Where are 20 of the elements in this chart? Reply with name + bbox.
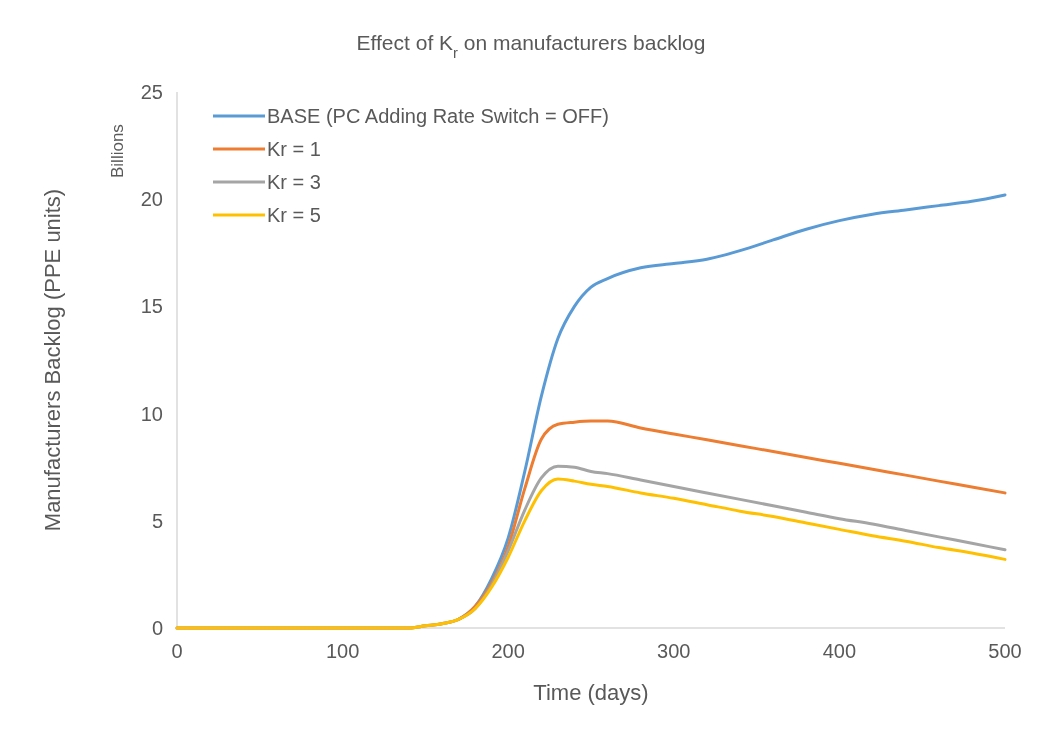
y-axis-title: Manufacturers Backlog (PPE units) xyxy=(40,188,65,532)
x-axis-title: Time (days) xyxy=(533,680,649,705)
x-tick-label: 400 xyxy=(822,640,857,662)
x-tick-label: 200 xyxy=(491,640,525,662)
y-tick-label: 25 xyxy=(140,81,163,103)
legend-label: Kr = 1 xyxy=(267,138,321,160)
legend-label: Kr = 3 xyxy=(267,171,321,193)
y-tick-label: 20 xyxy=(140,188,163,211)
y-tick-label: 0 xyxy=(151,617,163,639)
y-tick-label: 5 xyxy=(151,509,163,532)
x-tick-label: 100 xyxy=(325,640,360,662)
chart-title: Effect of K$_{r}$ on manufacturers backlog xyxy=(356,31,706,61)
legend-label: BASE (PC Adding Rate Switch = OFF) xyxy=(267,105,609,127)
x-tick-label: 500 xyxy=(988,640,1022,662)
legend-label: Kr = 5 xyxy=(267,204,321,226)
y-tick-label: 10 xyxy=(140,402,163,425)
x-tick-label: 0 xyxy=(171,640,183,662)
x-tick-label: 300 xyxy=(657,640,691,662)
y-tick-label: 15 xyxy=(140,295,163,318)
text: Billions xyxy=(108,124,127,178)
